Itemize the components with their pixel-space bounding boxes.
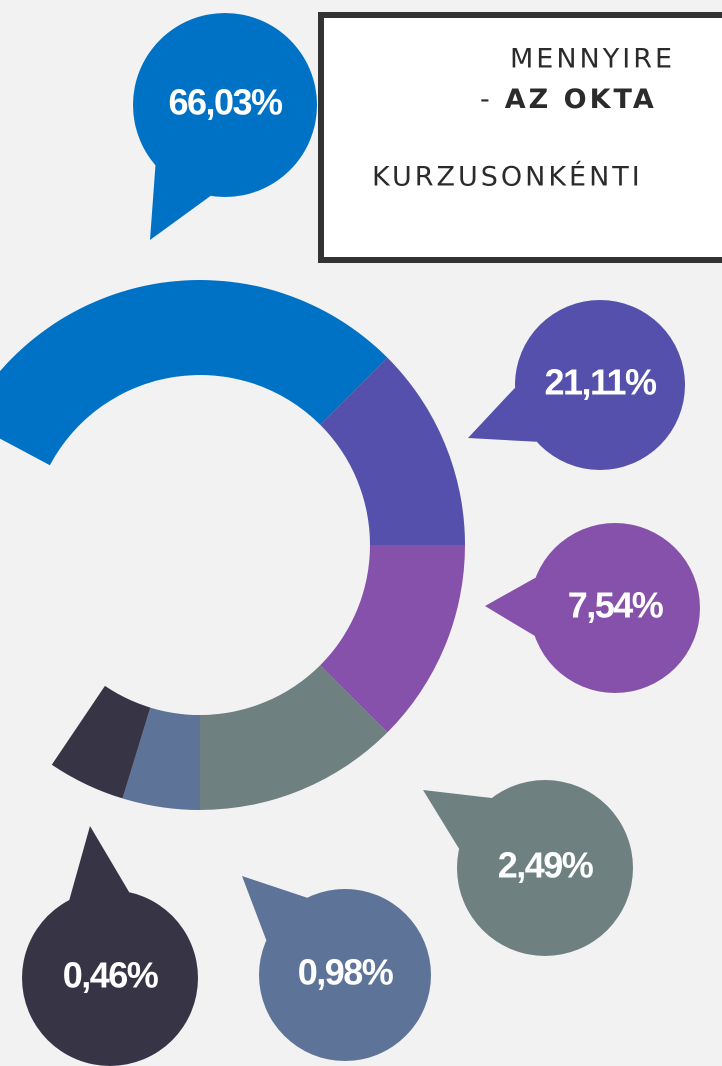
title-bold: AZ OKTA <box>505 84 657 115</box>
donut-segment <box>320 357 465 545</box>
bubble <box>133 13 317 197</box>
bubble-label: 21,11% <box>544 362 657 403</box>
title-dash: - <box>480 84 493 115</box>
bubble <box>515 300 685 470</box>
title-line2: - AZ OKTA <box>480 84 657 115</box>
donut-segment <box>320 545 465 733</box>
bubble <box>259 889 431 1061</box>
bubble-label: 0,46% <box>63 955 159 996</box>
bubble-tail <box>485 577 536 636</box>
bubble <box>530 523 700 693</box>
title-box <box>318 12 722 263</box>
donut-segment <box>0 280 388 466</box>
bubble-label: 7,54% <box>568 585 664 626</box>
bubble-label: 0,98% <box>298 952 394 993</box>
donut-segment <box>122 707 200 810</box>
bubble-tail <box>69 826 130 900</box>
title-line3: KURZUSONKÉNTI <box>372 161 643 193</box>
bubble <box>457 780 633 956</box>
title-line1: MENNYIRE <box>510 44 675 75</box>
bubble <box>22 890 198 1066</box>
bubble-label: 66,03% <box>168 82 283 123</box>
donut-segment <box>200 665 388 811</box>
bubble-label: 2,49% <box>498 845 594 886</box>
donut-segment <box>51 685 151 799</box>
bubble-tail <box>423 790 492 849</box>
bubble-tail <box>150 165 211 240</box>
bubble-tail <box>242 876 308 941</box>
